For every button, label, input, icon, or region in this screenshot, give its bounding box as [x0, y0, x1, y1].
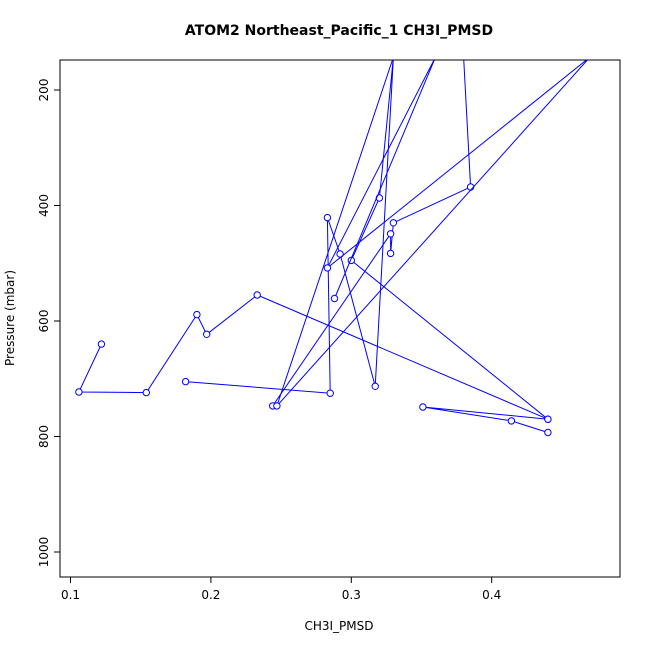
data-point: [544, 415, 552, 423]
chart-title: ATOM2 Northeast_Pacific_1 CH3I_PMSD: [185, 23, 493, 39]
y-tick-label: 200: [37, 79, 51, 102]
data-point: [253, 291, 261, 299]
data-point: [97, 340, 106, 348]
data-point: [193, 310, 201, 319]
data-point: [330, 294, 339, 303]
x-axis-label: CH3I_PMSD: [304, 619, 373, 633]
y-tick-label: 400: [37, 194, 51, 217]
data-point: [507, 417, 516, 425]
data-point: [419, 403, 427, 411]
data-point: [203, 330, 211, 338]
data-point: [386, 249, 395, 258]
series-4-line: [276, 60, 589, 407]
y-tick-label: 800: [37, 425, 51, 448]
x-axis: 0.1 0.2 0.3 0.4: [61, 577, 501, 602]
data-point: [326, 389, 334, 397]
plot-clip-group: [75, 60, 589, 437]
data-point: [75, 388, 83, 396]
y-axis: 200 400 600 800 1000: [37, 79, 60, 568]
series-layer: [75, 60, 589, 437]
series-2-line: [185, 60, 549, 420]
data-point: [323, 264, 332, 272]
data-point: [181, 377, 190, 386]
data-point: [142, 388, 151, 397]
x-tick-label: 0.4: [482, 588, 501, 602]
data-point: [323, 213, 332, 222]
y-tick-label: 1000: [37, 537, 51, 568]
data-point: [389, 219, 398, 227]
x-tick-label: 0.3: [342, 588, 361, 602]
plot-frame: [59, 59, 621, 578]
series-3-line: [272, 60, 472, 407]
data-point: [386, 230, 395, 238]
series-1-line: [78, 294, 549, 433]
y-tick-label: 600: [37, 310, 51, 333]
data-point: [371, 382, 379, 390]
x-tick-label: 0.2: [201, 588, 220, 602]
x-tick-label: 0.1: [61, 588, 80, 602]
data-point: [273, 402, 281, 410]
y-axis-label: Pressure (mbar): [3, 270, 17, 366]
data-point: [544, 428, 552, 437]
